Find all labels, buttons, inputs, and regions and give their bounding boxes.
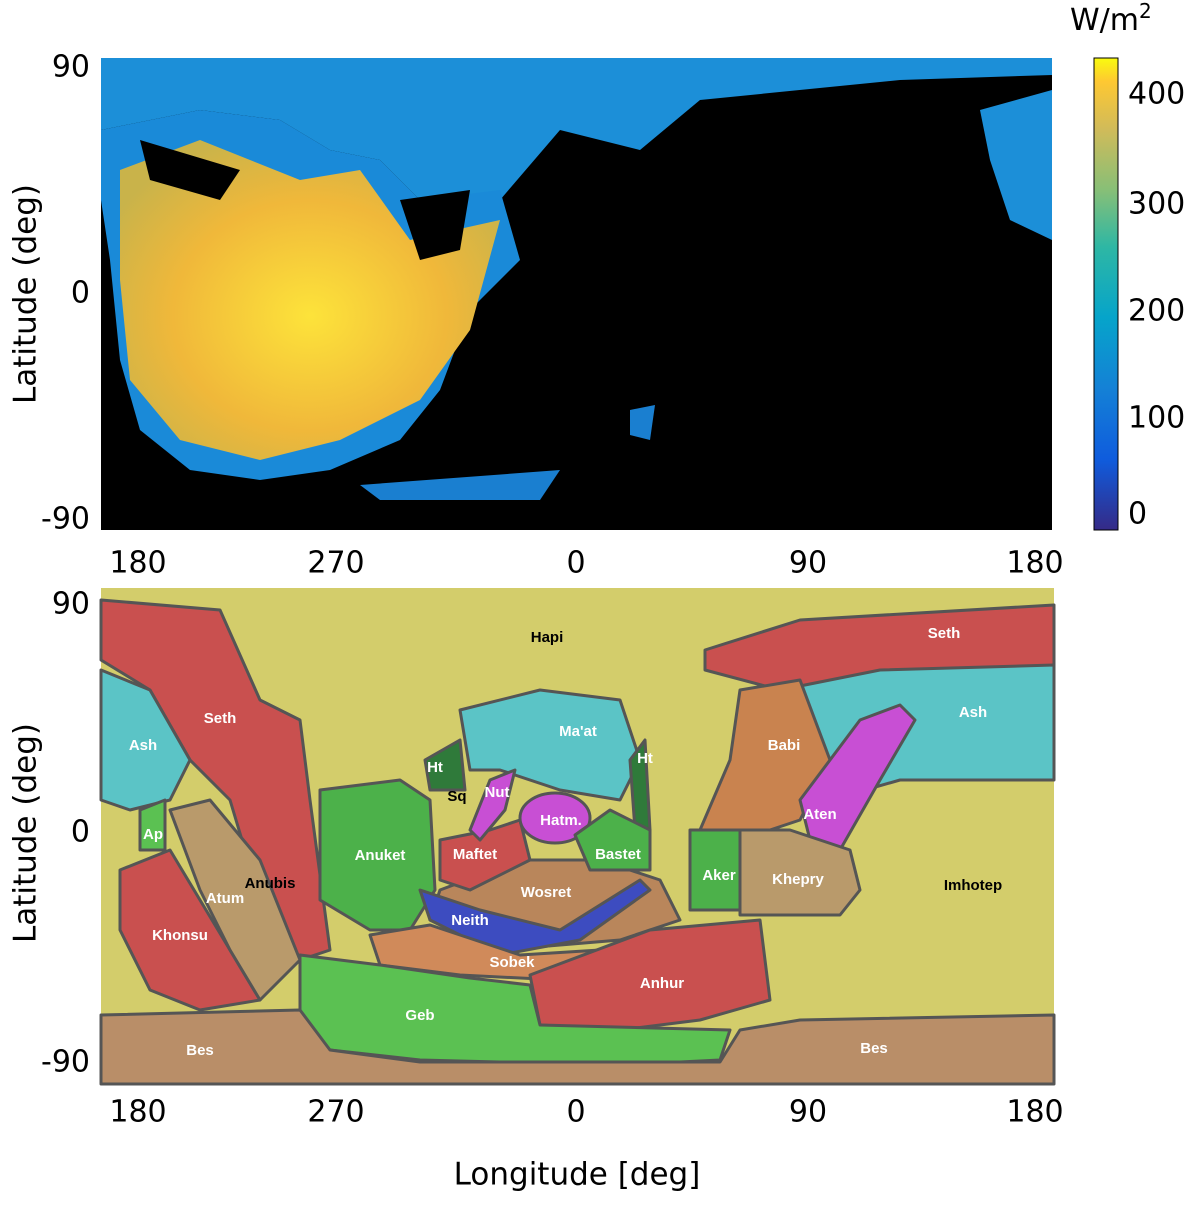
- region-label: Sq: [447, 788, 466, 805]
- y-axis-label: Latitude (deg): [8, 723, 44, 943]
- x-tick-label: 180: [1006, 1095, 1063, 1130]
- region-label: Neith: [451, 912, 489, 929]
- y-axis-label: Latitude (deg): [8, 184, 44, 404]
- colorbar-tick-label: 0: [1128, 497, 1147, 532]
- x-tick-label: 270: [307, 1095, 364, 1130]
- terrain: [360, 470, 560, 500]
- x-tick-label: 270: [307, 546, 364, 581]
- colorbar-unit: W/m2: [1070, 0, 1152, 38]
- region-label: Bes: [860, 1040, 888, 1057]
- x-tick-label: 90: [789, 1095, 827, 1130]
- shadow: [140, 140, 240, 200]
- x-tick-label: 0: [566, 1095, 585, 1130]
- region: [458, 688, 642, 802]
- colorbar: [1093, 57, 1119, 531]
- region-label: Ma'at: [559, 723, 597, 740]
- x-tick-label: 180: [109, 546, 166, 581]
- region-label: Sobek: [489, 954, 535, 971]
- x-tick-label: 180: [1006, 546, 1063, 581]
- colorbar-tick-label: 100: [1128, 401, 1185, 436]
- y-tick-label: -90: [41, 502, 90, 537]
- unit-power: 2: [1139, 0, 1152, 23]
- terrain: [980, 90, 1052, 240]
- y-tick-label: 90: [52, 50, 90, 85]
- region-label: Hapi: [531, 629, 564, 646]
- region-label: Imhotep: [944, 877, 1002, 894]
- region-label: Ht: [637, 750, 653, 767]
- region: [423, 738, 467, 792]
- region-label: Wosret: [521, 884, 572, 901]
- region: [468, 768, 517, 842]
- region-label: Geb: [405, 1007, 434, 1024]
- region-label: Atum: [206, 890, 244, 907]
- region: [138, 798, 167, 852]
- region: [698, 678, 832, 832]
- region-label: Nut: [485, 784, 510, 801]
- x-tick-label: 90: [789, 546, 827, 581]
- shadow: [400, 190, 470, 260]
- region: [99, 1008, 1056, 1086]
- colorbar-tick-label: 400: [1128, 77, 1185, 112]
- terrain: [101, 58, 1052, 200]
- region-label: Aker: [702, 867, 736, 884]
- irradiance-map: [101, 58, 1052, 530]
- region: [573, 808, 652, 872]
- colorbar-tick-label: 200: [1128, 294, 1185, 329]
- region-label: Bes: [186, 1042, 214, 1059]
- region-label: Hatm.: [540, 812, 582, 829]
- x-axis-label: Longitude [deg]: [454, 1157, 701, 1193]
- region-label: Seth: [928, 625, 961, 642]
- x-tick-label: 180: [109, 1095, 166, 1130]
- region-label: Anuket: [355, 847, 406, 864]
- y-tick-label: -90: [41, 1045, 90, 1080]
- region: [168, 798, 302, 1002]
- region-label: Anubis: [245, 875, 296, 892]
- x-tick-label: 0: [566, 546, 585, 581]
- region-label: Seth: [204, 710, 237, 727]
- region: [518, 791, 592, 845]
- region-label: Aten: [803, 806, 836, 823]
- region-label: Anhur: [640, 975, 684, 992]
- region-label: Khonsu: [152, 927, 208, 944]
- region-label: Ht: [427, 759, 443, 776]
- region-label: Maftet: [453, 846, 497, 863]
- unit: W/m: [1070, 3, 1139, 38]
- region: [318, 778, 437, 932]
- region-label: Bastet: [595, 846, 641, 863]
- y-tick-label: 0: [71, 276, 90, 311]
- region-label: Babi: [768, 737, 801, 754]
- region-label: Ash: [129, 737, 157, 754]
- terrain: [630, 405, 655, 440]
- terrain: [120, 140, 500, 460]
- y-tick-label: 0: [71, 815, 90, 850]
- y-tick-label: 90: [52, 587, 90, 622]
- region-label: Ap: [143, 826, 163, 843]
- colorbar-tick-label: 300: [1128, 187, 1185, 222]
- region-map: [99, 588, 1056, 1086]
- region: [738, 828, 862, 917]
- region-label: Khepry: [772, 871, 824, 888]
- region-label: Ash: [959, 704, 987, 721]
- region: [99, 668, 192, 812]
